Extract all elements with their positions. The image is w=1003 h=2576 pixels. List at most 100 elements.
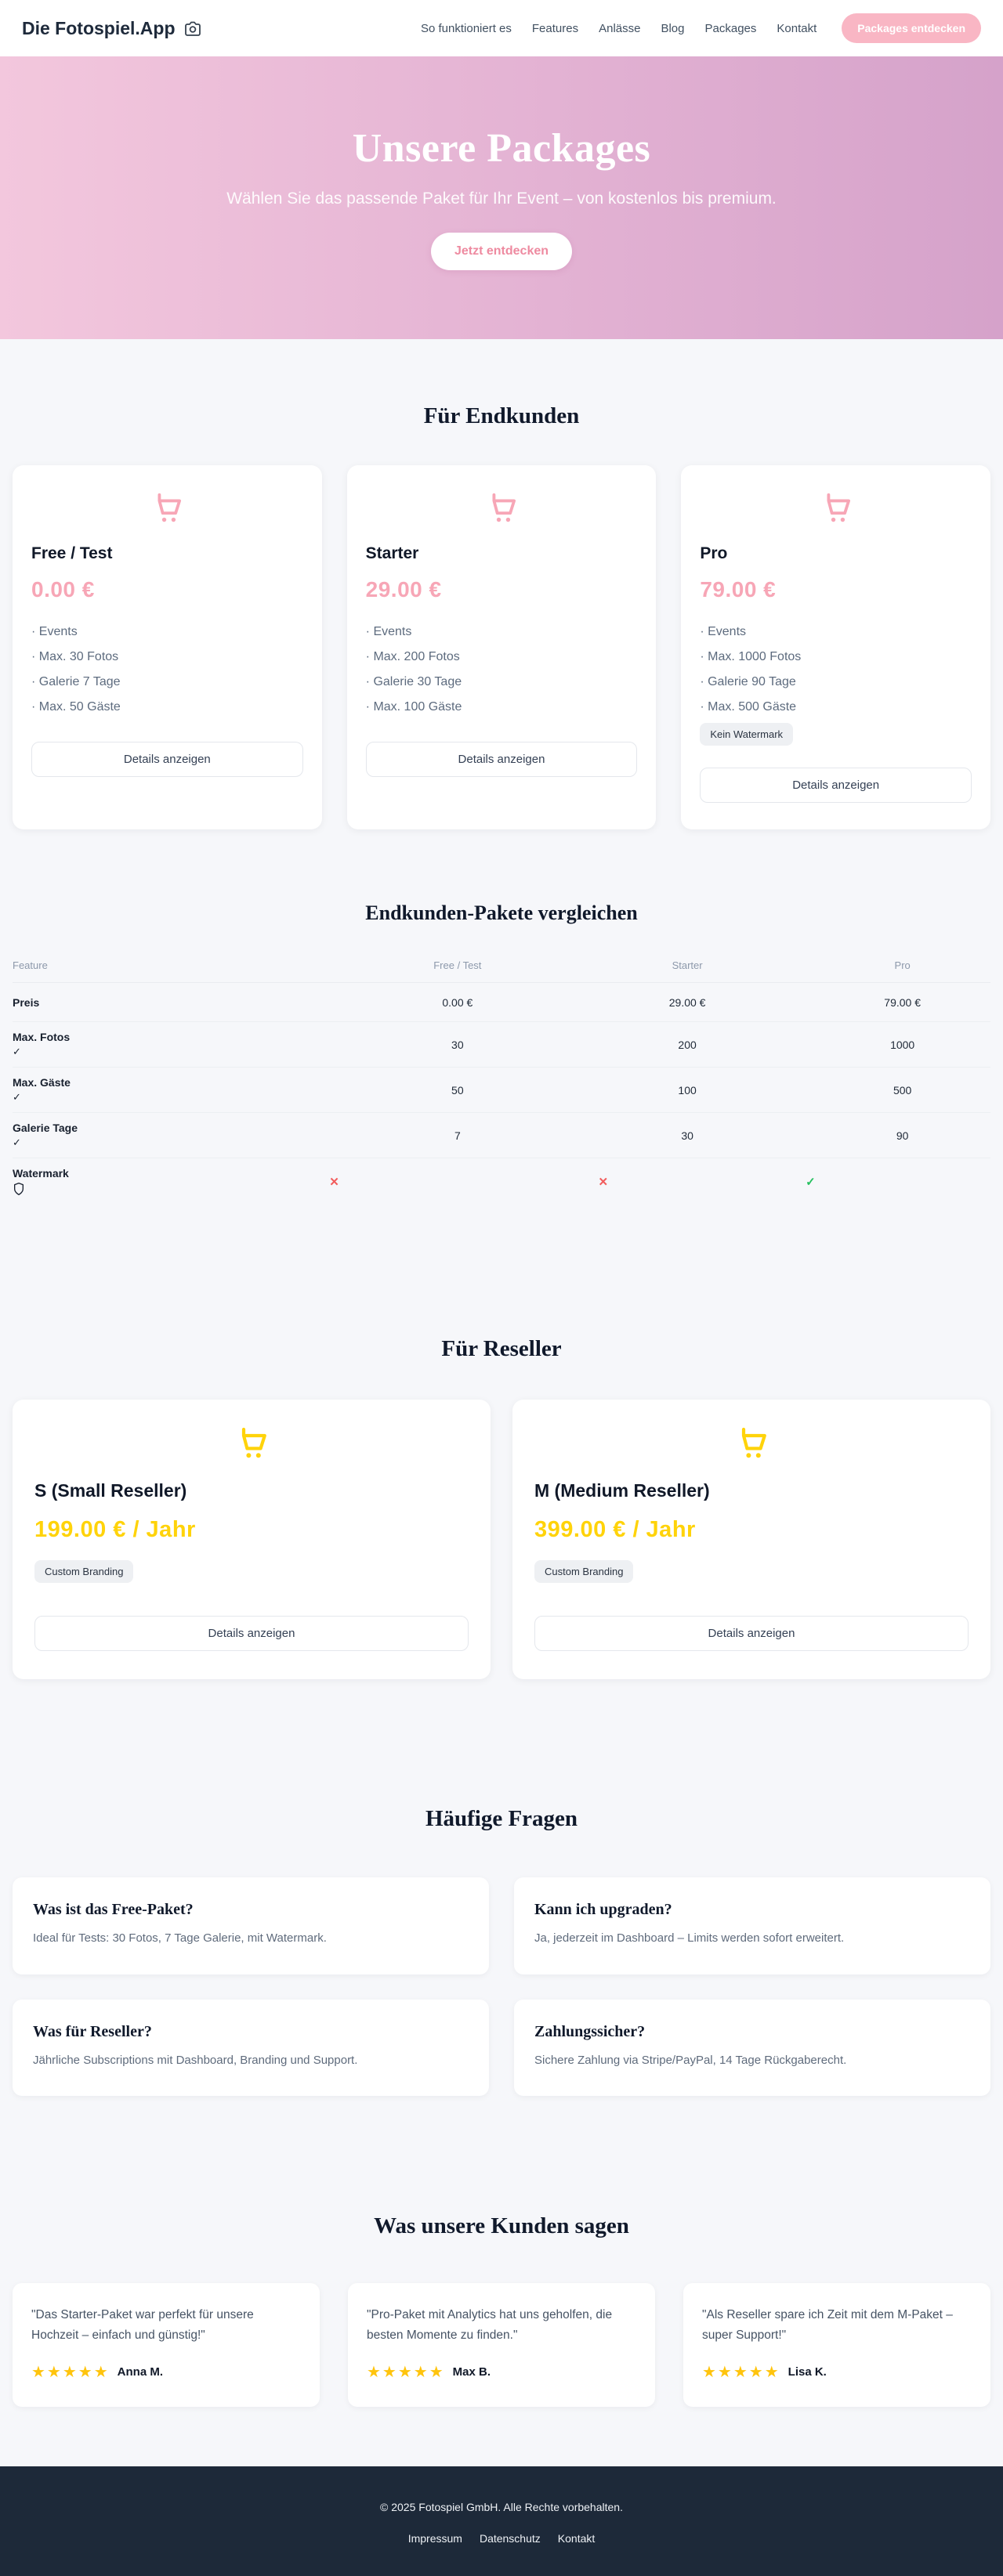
card-price: 399.00 € / Jahr: [534, 1517, 696, 1542]
feature-item: Events: [366, 620, 638, 645]
endkunden-heading: Für Endkunden: [423, 403, 580, 428]
footer-link-kontakt[interactable]: Kontakt: [557, 2532, 596, 2545]
feature-label: Preis: [13, 995, 40, 1009]
cell-value: 0.00 €: [442, 995, 473, 1009]
feature-item: Galerie 7 Tage: [31, 670, 303, 695]
kein-watermark-badge: Kein Watermark: [700, 723, 794, 746]
comparison-table: Feature Free / Test Starter Pro Preis 0.…: [13, 952, 990, 1205]
testimonial-quote: "Das Starter-Paket war perfekt für unser…: [31, 2308, 254, 2342]
cart-icon: [31, 486, 303, 544]
faq-question: Zahlungssicher?: [534, 2022, 646, 2040]
check-icon: ✓: [13, 1136, 21, 1148]
reseller-card-s: S (Small Reseller) 199.00 € / Jahr Custo…: [13, 1400, 491, 1679]
cell-value: 50: [451, 1083, 464, 1097]
column-header-pro: Pro: [894, 959, 911, 971]
cell-value: 200: [678, 1038, 697, 1051]
details-button[interactable]: Details anzeigen: [700, 768, 972, 803]
cell-value: 500: [893, 1083, 912, 1097]
pricing-card-starter: Starter 29.00 € Events Max. 200 Fotos Ga…: [346, 465, 657, 829]
check-icon: ✓: [13, 1046, 21, 1057]
card-title: M (Medium Reseller): [534, 1480, 710, 1501]
hero-title: Unsere Packages: [352, 125, 651, 171]
nav-item-kontakt[interactable]: Kontakt: [777, 21, 817, 35]
table-row-max-gaeste: Max. Gäste ✓ 50 100 500: [13, 1068, 990, 1113]
table-header-row: Feature Free / Test Starter Pro: [13, 952, 990, 983]
faq-card: Was ist das Free-Paket? Ideal für Tests:…: [13, 1877, 489, 1974]
testimonials-heading: Was unsere Kunden sagen: [374, 2213, 629, 2238]
header: Die Fotospiel.App So funktioniert es Fea…: [0, 0, 1003, 56]
feature-item: Max. 500 Gäste: [700, 695, 972, 720]
star-rating: ★★★★★: [31, 2364, 110, 2382]
packages-entdecken-button[interactable]: Packages entdecken: [842, 13, 981, 43]
feature-label: Max. Fotos: [13, 1031, 71, 1043]
nav-item-blog[interactable]: Blog: [661, 21, 685, 35]
logo[interactable]: Die Fotospiel.App: [22, 18, 202, 39]
feature-label: Galerie Tage: [13, 1122, 78, 1134]
faq-answer: Ideal für Tests: 30 Fotos, 7 Tage Galeri…: [33, 1931, 327, 1945]
details-button[interactable]: Details anzeigen: [31, 742, 303, 777]
card-title: Free / Test: [31, 544, 113, 562]
feature-label: Max. Gäste: [13, 1076, 71, 1089]
cart-icon: [700, 486, 972, 544]
logo-text: Die Fotospiel.App: [22, 17, 176, 38]
footer-link-datenschutz[interactable]: Datenschutz: [479, 2532, 541, 2545]
testimonial-quote: "Als Reseller spare ich Zeit mit dem M-P…: [702, 2308, 953, 2342]
table-row-galerie-tage: Galerie Tage ✓ 7 30 90: [13, 1113, 990, 1158]
card-title: Pro: [700, 544, 728, 562]
feature-label: Watermark: [13, 1167, 69, 1180]
nav-item-features[interactable]: Features: [531, 21, 579, 35]
cell-value: 7: [454, 1129, 461, 1142]
custom-branding-badge: Custom Branding: [34, 1560, 134, 1583]
feature-item: Max. 100 Gäste: [366, 695, 638, 720]
hero: Unsere Packages Wählen Sie das passende …: [0, 56, 1003, 339]
details-button[interactable]: Details anzeigen: [365, 742, 638, 777]
faq-heading: Häufige Fragen: [425, 1806, 578, 1831]
customer-name: Max B.: [452, 2365, 491, 2379]
reseller-heading: Für Reseller: [441, 1336, 562, 1361]
footer-links: Impressum Datenschutz Kontakt: [0, 2532, 1003, 2545]
feature-item: Events: [700, 620, 972, 645]
copyright-text: © 2025 Fotospiel GmbH. Alle Rechte vorbe…: [380, 2501, 623, 2514]
feature-list: Events Max. 30 Fotos Galerie 7 Tage Max.…: [31, 620, 303, 720]
nav: So funktioniert es Features Anlässe Blog…: [421, 13, 981, 43]
testimonial-quote: "Pro-Paket mit Analytics hat uns geholfe…: [367, 2308, 613, 2342]
comparison-section: Endkunden-Pakete vergleichen Feature Fre…: [0, 901, 1003, 1205]
faq-question: Kann ich upgraden?: [534, 1901, 672, 1918]
cell-value: 30: [451, 1038, 464, 1051]
feature-item: Events: [31, 620, 303, 645]
check-icon: ✓: [806, 1175, 816, 1189]
faq-section: Häufige Fragen Was ist das Free-Paket? I…: [0, 1806, 1003, 2096]
feature-item: Max. 200 Fotos: [366, 645, 638, 670]
faq-question: Was ist das Free-Paket?: [33, 1901, 194, 1918]
faq-answer: Ja, jederzeit im Dashboard – Limits werd…: [534, 1931, 845, 1945]
details-button[interactable]: Details anzeigen: [534, 1616, 969, 1651]
testimonial-card: "Das Starter-Paket war perfekt für unser…: [13, 2283, 320, 2408]
pricing-card-pro: Pro 79.00 € Events Max. 1000 Fotos Galer…: [681, 465, 990, 829]
column-header-starter: Starter: [672, 959, 703, 971]
star-rating: ★★★★★: [367, 2364, 445, 2382]
testimonials-section: Was unsere Kunden sagen "Das Starter-Pak…: [0, 2213, 1003, 2408]
cell-value: 90: [896, 1129, 909, 1142]
card-price: 199.00 € / Jahr: [34, 1517, 196, 1542]
faq-card: Kann ich upgraden? Ja, jederzeit im Dash…: [514, 1877, 990, 1974]
footer: © 2025 Fotospiel GmbH. Alle Rechte vorbe…: [0, 2466, 1003, 2576]
table-row-max-fotos: Max. Fotos ✓ 30 200 1000: [13, 1022, 990, 1068]
nav-item-packages[interactable]: Packages: [704, 21, 757, 35]
star-rating: ★★★★★: [702, 2364, 780, 2382]
customer-name: Lisa K.: [788, 2365, 827, 2379]
cell-value: 30: [681, 1129, 693, 1142]
nav-item-anlaesse[interactable]: Anlässe: [599, 21, 641, 35]
cart-icon: [366, 486, 638, 544]
cell-value: 79.00 €: [884, 995, 922, 1009]
nav-item-so-funktioniert-es[interactable]: So funktioniert es: [420, 21, 512, 35]
cell-value: 1000: [890, 1038, 915, 1051]
footer-link-impressum[interactable]: Impressum: [407, 2532, 462, 2545]
x-icon: ✕: [598, 1175, 609, 1189]
details-button[interactable]: Details anzeigen: [34, 1616, 469, 1651]
testimonial-card: "Als Reseller spare ich Zeit mit dem M-P…: [683, 2283, 990, 2408]
camera-icon: [183, 19, 202, 38]
card-price: 79.00 €: [700, 577, 777, 602]
jetzt-entdecken-button[interactable]: Jetzt entdecken: [430, 233, 573, 271]
faq-answer: Jährliche Subscriptions mit Dashboard, B…: [33, 2053, 358, 2067]
custom-branding-badge: Custom Branding: [534, 1560, 634, 1583]
